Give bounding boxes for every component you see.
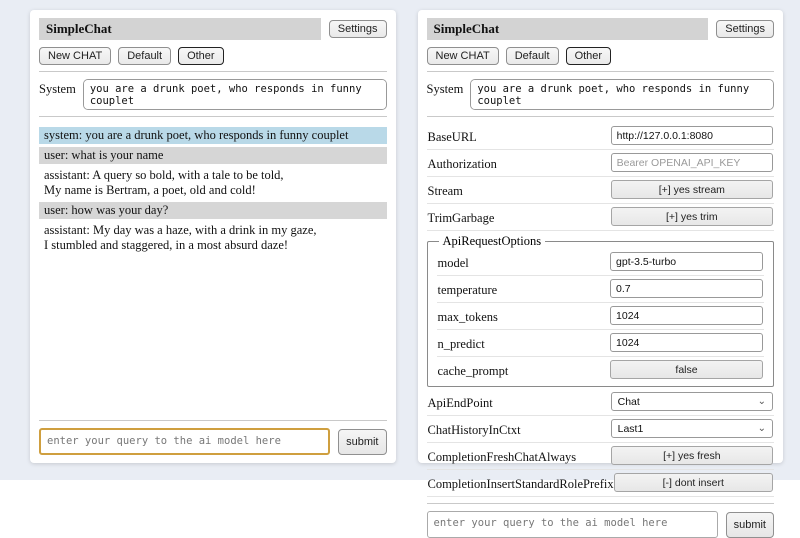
chat-panel-header: SimpleChat Settings — [39, 18, 387, 40]
divider — [426, 71, 774, 72]
setting-row-trimgarbage: TrimGarbage [+] yes trim — [426, 204, 774, 231]
page-title: SimpleChat — [39, 18, 321, 40]
temperature-label: temperature — [437, 282, 498, 297]
setting-row-completion-insert: CompletionInsertStandardRolePrefix [-] d… — [426, 470, 774, 497]
api-endpoint-label: ApiEndPoint — [427, 395, 493, 410]
system-prompt-row: System — [39, 79, 387, 110]
system-prompt-label: System — [39, 82, 76, 96]
model-label: model — [437, 255, 469, 270]
query-row: submit — [426, 511, 774, 538]
tab-default[interactable]: Default — [118, 47, 172, 65]
divider — [426, 116, 774, 117]
chat-message-user: user: how was your day? — [39, 202, 387, 219]
page-title: SimpleChat — [426, 18, 709, 40]
cache-prompt-label: cache_prompt — [437, 363, 509, 378]
settings-button[interactable]: Settings — [716, 20, 774, 38]
setting-row-cache-prompt: cache_prompt false — [437, 357, 765, 383]
chat-message-system: system: you are a drunk poet, who respon… — [39, 127, 387, 144]
max-tokens-label: max_tokens — [437, 309, 498, 324]
api-request-options-legend: ApiRequestOptions — [442, 234, 542, 248]
system-prompt-row: System — [426, 79, 774, 110]
settings-button[interactable]: Settings — [328, 20, 387, 38]
trimgarbage-toggle-button[interactable]: [+] yes trim — [610, 207, 773, 226]
setting-row-max-tokens: max_tokens — [436, 303, 764, 330]
trimgarbage-label: TrimGarbage — [427, 210, 495, 225]
settings-panel-header: SimpleChat Settings — [426, 18, 774, 40]
system-prompt-input[interactable] — [82, 79, 387, 110]
cache-prompt-toggle-button[interactable]: false — [610, 360, 763, 379]
completion-fresh-toggle-button[interactable]: [+] yes fresh — [610, 446, 773, 465]
tab-default[interactable]: Default — [505, 47, 559, 65]
chat-history-selected-value: Last1 — [617, 422, 644, 435]
chat-log: system: you are a drunk poet, who respon… — [39, 124, 387, 414]
divider — [426, 503, 774, 504]
authorization-input[interactable] — [610, 153, 773, 172]
chat-panel: SimpleChat Settings New CHAT Default Oth… — [30, 10, 396, 463]
divider — [39, 71, 387, 72]
chat-message-assistant: assistant: A query so bold, with a tale … — [44, 168, 284, 197]
n-predict-label: n_predict — [437, 336, 485, 351]
chat-session-tabs: New CHAT Default Other — [426, 47, 775, 65]
setting-row-chat-history: ChatHistoryInCtxt Last1 ⌄ — [426, 416, 774, 443]
chat-history-label: ChatHistoryInCtxt — [427, 422, 521, 437]
completion-insert-label: CompletionInsertStandardRolePrefix — [427, 476, 614, 491]
setting-row-stream: Stream [+] yes stream — [426, 177, 774, 204]
chevron-down-icon: ⌄ — [757, 422, 766, 434]
settings-panel: SimpleChat Settings New CHAT Default Oth… — [417, 10, 783, 538]
tab-other[interactable]: Other — [565, 47, 612, 65]
chat-message-user: user: what is your name — [39, 147, 387, 164]
query-input[interactable] — [39, 428, 331, 455]
divider — [39, 420, 387, 421]
setting-row-authorization: Authorization — [426, 150, 774, 177]
setting-row-completion-fresh: CompletionFreshChatAlways [+] yes fresh — [426, 443, 774, 470]
completion-insert-toggle-button[interactable]: [-] dont insert — [613, 473, 773, 492]
setting-row-n-predict: n_predict — [436, 330, 764, 357]
query-row: submit — [39, 428, 387, 455]
baseurl-input[interactable] — [610, 126, 773, 145]
max-tokens-input[interactable] — [610, 306, 763, 325]
query-input[interactable] — [426, 511, 718, 538]
settings-list: BaseURL Authorization Stream [+] yes str… — [426, 123, 774, 497]
chat-session-tabs: New CHAT Default Other — [39, 47, 387, 65]
chat-history-select[interactable]: Last1 ⌄ — [610, 419, 773, 438]
tab-other[interactable]: Other — [178, 47, 224, 65]
setting-row-baseurl: BaseURL — [426, 123, 774, 150]
chevron-down-icon: ⌄ — [757, 395, 766, 407]
new-chat-button[interactable]: New CHAT — [39, 47, 112, 65]
api-endpoint-selected-value: Chat — [617, 395, 640, 408]
api-endpoint-select[interactable]: Chat ⌄ — [610, 392, 773, 411]
submit-button[interactable]: submit — [725, 511, 774, 538]
chat-message-assistant: assistant: My day was a haze, with a dri… — [44, 223, 317, 252]
divider — [39, 116, 387, 117]
setting-row-model: model — [436, 249, 764, 276]
stream-label: Stream — [427, 183, 463, 198]
setting-row-temperature: temperature — [436, 276, 764, 303]
baseurl-label: BaseURL — [427, 129, 477, 144]
authorization-label: Authorization — [427, 156, 497, 171]
system-prompt-label: System — [426, 82, 464, 96]
stream-toggle-button[interactable]: [+] yes stream — [610, 180, 773, 199]
temperature-input[interactable] — [610, 279, 763, 298]
api-request-options-fieldset: ApiRequestOptions model temperature max_… — [426, 234, 774, 387]
new-chat-button[interactable]: New CHAT — [426, 47, 499, 65]
setting-row-api-endpoint: ApiEndPoint Chat ⌄ — [426, 389, 774, 416]
submit-button[interactable]: submit — [338, 428, 387, 455]
model-input[interactable] — [610, 252, 763, 271]
completion-fresh-label: CompletionFreshChatAlways — [427, 449, 577, 464]
system-prompt-input[interactable] — [470, 79, 774, 110]
n-predict-input[interactable] — [610, 333, 763, 352]
